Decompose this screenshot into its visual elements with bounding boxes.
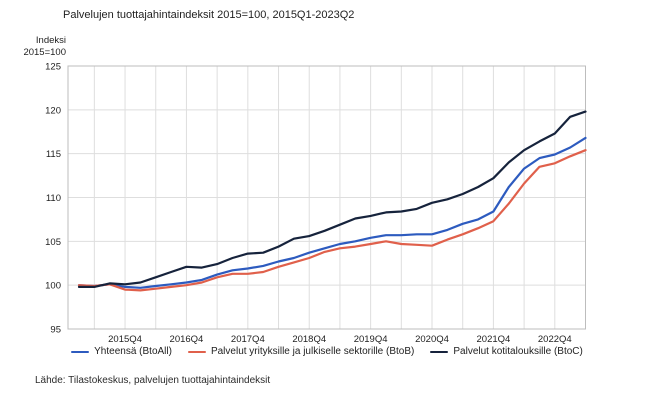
legend-item-btoc: Palvelut kotitalouksille (BtoC): [430, 346, 583, 357]
x-axis-tick-label: 2019Q4: [354, 334, 388, 345]
plot-border: [67, 65, 586, 330]
y-axis-tick-label: 100: [45, 281, 61, 292]
legend-label-btoall: Yhteensä (BtoAll): [94, 346, 172, 357]
y-axis-unit-label: Indeksi 2015=100: [23, 35, 66, 58]
x-axis-tick-label: 2016Q4: [170, 334, 204, 345]
line-chart-canvas: 95 100 105 110 115 120 125 2015Q4 2016Q4 2017Q4 20…: [45, 62, 587, 345]
legend-item-btob: Palvelut yrityksille ja julkiselle sekto…: [187, 346, 415, 357]
legend-item-btoall: Yhteensä (BtoAll): [71, 346, 172, 357]
btoall-line-swatch-icon: [71, 350, 90, 353]
x-axis-tick-label: 2022Q4: [538, 334, 572, 345]
y-axis-tick-label: 95: [50, 325, 61, 336]
series-line-btob: [77, 149, 587, 292]
y-axis-tick-label: 115: [46, 149, 61, 160]
series-line-btoc: [77, 110, 587, 288]
plot-area-wrapper: 95 100 105 110 115 120 125 2015Q4 2016Q4 2017Q4 20…: [45, 62, 587, 345]
chart-legend: Yhteensä (BtoAll) Palvelut yrityksille j…: [68, 346, 586, 357]
x-axis-tick-label: 2015Q4: [108, 334, 142, 345]
page-title: Palvelujen tuottajahintaindeksit 2015=10…: [63, 9, 355, 21]
x-axis-tick-label: 2020Q4: [415, 334, 449, 345]
series-line-btoall: [77, 136, 587, 289]
x-axis-tick-label: 2021Q4: [477, 334, 511, 345]
source-note: Lähde: Tilastokeskus, palvelujen tuottaj…: [35, 375, 271, 386]
x-axis-tick-label: 2018Q4: [292, 334, 326, 345]
btoc-line-swatch-icon: [430, 350, 449, 353]
legend-label-btoc: Palvelut kotitalouksille (BtoC): [453, 346, 583, 357]
y-axis-tick-label: 125: [45, 62, 61, 73]
x-axis-tick-label: 2017Q4: [231, 334, 265, 345]
y-axis-tick-label: 120: [45, 105, 61, 116]
y-axis-tick-label: 110: [46, 193, 61, 204]
btob-line-swatch-icon: [187, 350, 206, 353]
y-axis-tick-label: 105: [45, 237, 61, 248]
legend-label-btob: Palvelut yrityksille ja julkiselle sekto…: [210, 346, 415, 357]
